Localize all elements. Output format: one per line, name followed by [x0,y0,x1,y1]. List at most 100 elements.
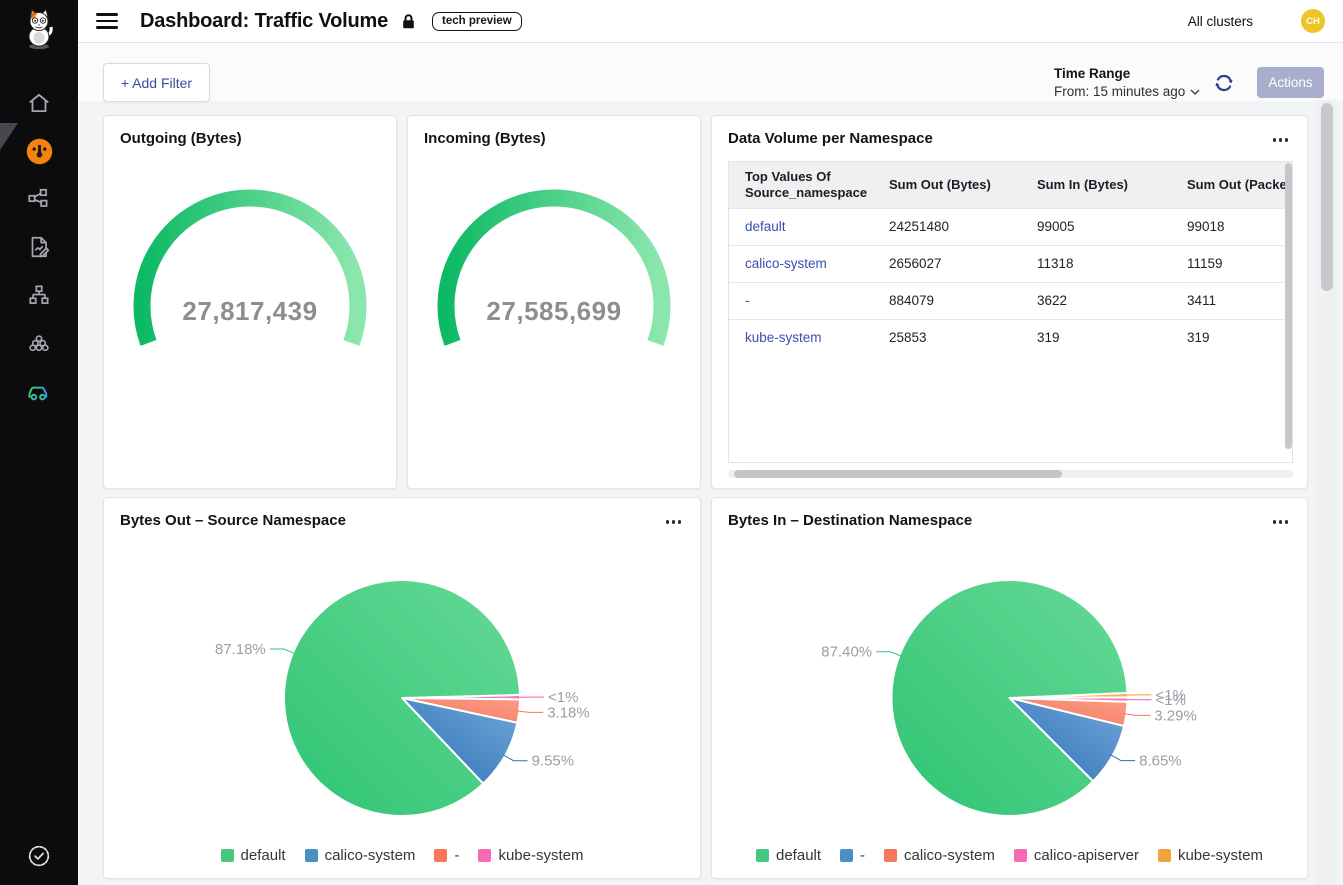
pie-bytes-in-svg: <1%<1%3.29%8.65%87.40% [821,579,1197,817]
cluster-selector[interactable]: All clusters [1187,13,1253,29]
pie-chart-bytes-in: <1% <1% 3.29% 8.65% 87.40% [712,498,1307,878]
add-filter-button[interactable]: + Add Filter [103,63,210,102]
legend-label: calico-system [324,846,416,864]
cluster-icon[interactable] [17,319,61,367]
panel-bytes-in-pie: Bytes In – Destination Namespace <1% <1% 3… [711,497,1308,879]
actions-button[interactable]: Actions [1257,67,1324,98]
pie-bytes-out-svg: <1%3.18% 9.55% 87.18% [215,579,590,817]
namespace-cell: calico-system [729,244,873,282]
legend-swatch [756,848,769,862]
legend-item-calico-system[interactable]: calico-system [884,847,995,864]
panel-title: Incoming (Bytes) [424,130,546,147]
legend-item-calico-apiserver[interactable]: calico-apiserver [1013,847,1139,864]
label-leader-line [269,648,296,655]
page-title: Dashboard: Traffic Volume [140,9,389,32]
table-row: kube-system 25853 319 319 [729,318,1292,356]
sitemap-icon[interactable] [17,271,61,319]
legend-item-default[interactable]: default [756,847,821,864]
namespace-cell: default [729,207,873,245]
avatar[interactable]: CH [1301,9,1325,33]
home-icon[interactable] [17,79,61,127]
legend-item-kube-system[interactable]: kube-system [1157,846,1263,864]
table-body: default 24251480 99005 99018 calico-system 26… [729,207,1292,356]
chevron-down-icon [1190,89,1200,95]
time-range-label: Time Range [1054,66,1131,81]
table-cell: 11318 [1021,244,1171,282]
sidebar [0,0,78,885]
service-graph-icon[interactable] [17,175,61,223]
legend-label: kube-system [498,846,584,864]
legend-item-calico-system[interactable]: calico-system [304,846,416,864]
panel-title: Bytes Out – Source Namespace [120,512,346,529]
refresh-icon [1215,74,1233,92]
column-header[interactable]: Top Values Of Source_namespace [729,162,873,208]
calico-cat-logo [21,8,57,55]
filter-strip [78,42,1343,101]
column-header[interactable]: Sum Out (Bytes) [873,162,1021,208]
slice-label: 8.65% [1139,753,1182,770]
legend-item--[interactable]: - [434,847,459,864]
legend-label: default [240,846,286,864]
panel-menu-button[interactable] [1270,517,1292,527]
table-cell: 3622 [1021,281,1171,319]
car-icon[interactable] [17,367,61,415]
slice-label: <1% [1155,687,1185,704]
legend-swatch [220,848,234,862]
time-range-value[interactable]: From: 15 minutes ago [1054,84,1200,99]
namespace-cell: kube-system [729,318,873,356]
report-icon[interactable] [17,223,61,271]
namespace-link[interactable]: default [745,219,786,234]
slice-label: <1% [1155,692,1185,709]
legend-swatch [1157,848,1171,862]
table-vertical-scrollbar[interactable] [1285,163,1292,449]
legend-label: kube-system [1177,846,1263,864]
refresh-button[interactable] [1212,71,1236,95]
slice-label: 3.18% [547,704,590,721]
legend-item--[interactable]: - [840,847,865,864]
legend-swatch [840,848,854,862]
table-cell: 319 [1171,318,1292,356]
table-cell: 99005 [1021,207,1171,245]
panel-menu-button[interactable] [663,517,685,527]
legend-label: - [860,846,866,864]
namespace-table: Top Values Of Source_namespace Sum Out (… [728,161,1293,463]
column-header[interactable]: Sum In (Bytes) [1021,162,1171,208]
slice-label: 87.40% [821,644,872,661]
slice-label: <1% [548,689,578,706]
tech-preview-badge: tech preview [432,11,522,31]
slice-label: 9.55% [532,753,575,770]
legend-item-kube-system[interactable]: kube-system [478,847,583,864]
panel-title: Outgoing (Bytes) [120,130,242,147]
table-cell: 884079 [873,281,1021,319]
label-leader-line [1124,713,1151,716]
panel-menu-button[interactable] [1270,135,1292,145]
page-scrollbar-thumb[interactable] [1321,103,1333,291]
namespace-link[interactable]: - [745,293,750,308]
namespace-link[interactable]: kube-system [745,330,822,346]
namespace-cell: - [729,281,873,319]
table-cell: 11159 [1171,244,1292,282]
dashboard-gauge-icon[interactable] [17,127,61,175]
table-cell: 2656027 [873,244,1021,282]
legend-item-default[interactable]: default [220,846,286,864]
panel-data-volume-table: Data Volume per Namespace Top Values Of … [711,115,1308,489]
column-header[interactable]: Sum Out (Packet [1171,162,1292,208]
gauge-value: 27,585,699 [486,296,621,326]
namespace-link[interactable]: calico-system [745,256,827,271]
verified-badge-icon[interactable] [0,843,78,869]
gauge-chart-outgoing: 27,817,439 [104,116,396,488]
slice-label: 87.18% [215,641,266,658]
label-leader-line [517,710,544,713]
table-cell: 25853 [873,318,1021,356]
legend-swatch [304,848,318,862]
pie-legend: default calico-system - kube-system [104,839,700,871]
legend-label: default [776,846,822,864]
panel-incoming-bytes: Incoming (Bytes) 27,585,699 [407,115,701,489]
lock-icon [401,13,416,30]
table-cell: 3411 [1171,281,1292,319]
table-row: default 24251480 99005 99018 [729,207,1292,245]
legend-swatch [1013,848,1027,862]
hamburger-menu-icon[interactable] [96,13,118,29]
table-horizontal-scrollbar[interactable] [734,470,1062,478]
gauge-arc [437,189,671,346]
